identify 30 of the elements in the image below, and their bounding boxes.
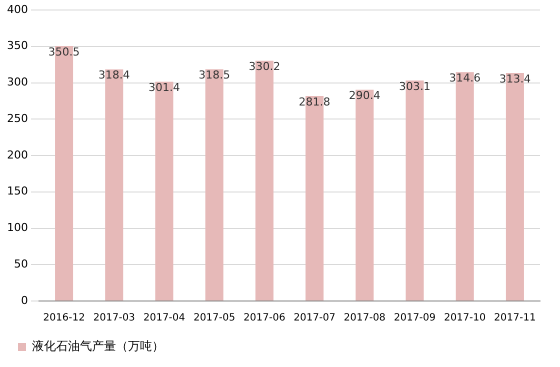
x-tick-label: 2017-08: [344, 312, 386, 324]
data-label: 281.8: [298, 95, 330, 108]
x-tick-label: 2017-04: [143, 312, 186, 324]
data-label: 301.4: [148, 81, 180, 94]
legend-label: 液化石油气产量（万吨）: [32, 339, 164, 354]
y-tick-label: 350: [6, 39, 28, 52]
x-tick-label: 2017-05: [193, 312, 236, 324]
y-tick-label: 300: [6, 76, 28, 89]
data-label: 318.5: [198, 68, 230, 82]
x-tick-label: 2017-06: [244, 312, 286, 324]
y-tick-label: 50: [14, 257, 28, 270]
data-label: 318.4: [98, 68, 130, 82]
x-tick-label: 2017-10: [444, 312, 486, 324]
data-label: 330.2: [248, 60, 280, 74]
y-tick-label: 100: [6, 221, 28, 234]
y-tick-label: 0: [20, 294, 28, 307]
y-tick-label: 250: [6, 112, 28, 125]
data-label: 303.1: [399, 80, 430, 93]
data-label: 290.4: [348, 89, 380, 102]
y-tick-label: 400: [6, 2, 28, 16]
x-tick-label: 2016-12: [43, 312, 85, 324]
x-tick-label: 2017-11: [494, 312, 536, 324]
data-label: 313.4: [499, 72, 531, 86]
data-label: 314.6: [449, 71, 481, 84]
y-tick-label: 200: [6, 148, 28, 162]
y-tick-label: 150: [6, 184, 28, 198]
x-tick-label: 2017-09: [394, 312, 436, 324]
x-tick-label: 2017-03: [93, 312, 136, 324]
x-tick-label: 2017-07: [294, 312, 336, 324]
data-label: 350.5: [48, 45, 80, 58]
